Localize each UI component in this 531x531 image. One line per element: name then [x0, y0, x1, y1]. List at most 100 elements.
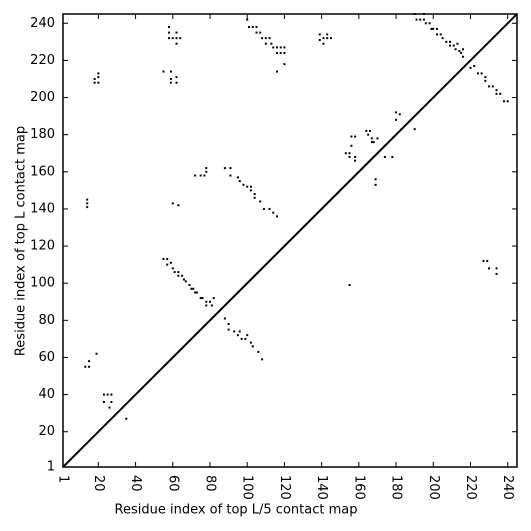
x-tick-label: 1: [56, 475, 71, 483]
contact-point: [86, 198, 89, 201]
contact-point: [369, 129, 372, 132]
contact-point: [275, 46, 278, 49]
contact-point: [348, 155, 351, 158]
contact-point: [244, 337, 247, 340]
contact-point: [365, 129, 368, 132]
contact-point: [249, 189, 252, 192]
contact-point: [110, 393, 113, 396]
contact-point: [169, 70, 172, 73]
contact-point: [495, 267, 498, 270]
contact-point: [424, 22, 427, 25]
contact-point: [227, 328, 230, 331]
contact-point: [264, 37, 267, 40]
contact-point: [162, 70, 165, 73]
contact-point: [398, 113, 401, 116]
contact-point: [279, 46, 282, 49]
y-axis-label: Residue index of top L contact map: [14, 126, 29, 356]
contact-point: [484, 76, 487, 79]
contact-point: [171, 267, 174, 270]
contact-point: [462, 48, 465, 51]
contact-point: [175, 37, 178, 40]
plot-frame: [62, 13, 518, 468]
contact-point: [279, 51, 282, 54]
y-tick-label: 200: [30, 90, 55, 105]
contact-point: [275, 70, 278, 73]
contact-point: [173, 271, 176, 274]
contact-point: [168, 31, 171, 34]
contact-point: [205, 300, 208, 303]
contact-point: [184, 280, 187, 283]
contact-point: [205, 170, 208, 173]
y-tick-label: 60: [38, 350, 55, 365]
contact-point: [251, 25, 254, 28]
contact-point: [88, 360, 91, 363]
contact-point: [354, 135, 357, 138]
contact-point: [506, 100, 509, 103]
contact-point: [445, 40, 448, 43]
contact-point: [199, 297, 202, 300]
contact-point: [251, 345, 254, 348]
contact-point: [348, 152, 351, 155]
y-tick-label: 1: [47, 460, 55, 475]
contact-point: [458, 50, 461, 53]
contact-point: [435, 33, 438, 36]
contact-point: [322, 37, 325, 40]
contact-point: [261, 358, 264, 361]
contact-point: [181, 274, 184, 277]
contact-point: [344, 152, 347, 155]
x-tick-label: 200: [426, 475, 441, 500]
contact-point: [449, 40, 452, 43]
contact-point: [372, 141, 375, 144]
contact-point: [419, 18, 422, 21]
contact-point: [395, 118, 398, 121]
y-tick-label: 120: [30, 239, 55, 254]
contact-point: [462, 55, 465, 58]
contact-point: [238, 180, 241, 183]
contact-point: [383, 155, 386, 158]
contact-point: [428, 22, 431, 25]
x-tick-label: 160: [351, 475, 366, 500]
contact-point: [203, 174, 206, 177]
x-tick-label: 100: [240, 475, 255, 500]
contact-point: [84, 365, 87, 368]
contact-point: [125, 417, 128, 420]
contact-point: [261, 37, 264, 40]
contact-point: [236, 176, 239, 179]
contact-point: [236, 334, 239, 337]
contact-point: [229, 174, 232, 177]
contact-point: [93, 77, 96, 80]
contact-point: [177, 274, 180, 277]
contact-point: [275, 51, 278, 54]
contact-point: [253, 196, 256, 199]
contact-point: [162, 258, 165, 261]
y-tick-label: 160: [30, 164, 55, 179]
contact-point: [484, 79, 487, 82]
contact-point: [432, 27, 435, 30]
contact-point: [283, 63, 286, 66]
contact-point: [86, 206, 89, 209]
contact-point: [238, 330, 241, 333]
contact-point: [253, 193, 256, 196]
contact-point: [395, 111, 398, 114]
contact-point: [367, 133, 370, 136]
contact-point: [175, 42, 178, 45]
contact-point: [473, 64, 476, 67]
contact-point: [441, 37, 444, 40]
y-tick-label: 100: [30, 276, 55, 291]
contact-point: [169, 81, 172, 84]
contact-point: [460, 51, 463, 54]
contact-point: [175, 31, 178, 34]
contact-point: [188, 284, 191, 287]
contact-point: [275, 215, 278, 218]
y-tick-label: 140: [30, 201, 55, 216]
x-tick-label: 140: [314, 475, 329, 500]
contact-point: [272, 211, 275, 214]
contact-point: [499, 92, 502, 95]
x-tick-label: 220: [463, 475, 478, 500]
contact-point: [454, 48, 457, 51]
contact-point: [205, 167, 208, 170]
contact-point: [348, 284, 351, 287]
contact-point: [168, 37, 171, 40]
contact-point: [227, 323, 230, 326]
